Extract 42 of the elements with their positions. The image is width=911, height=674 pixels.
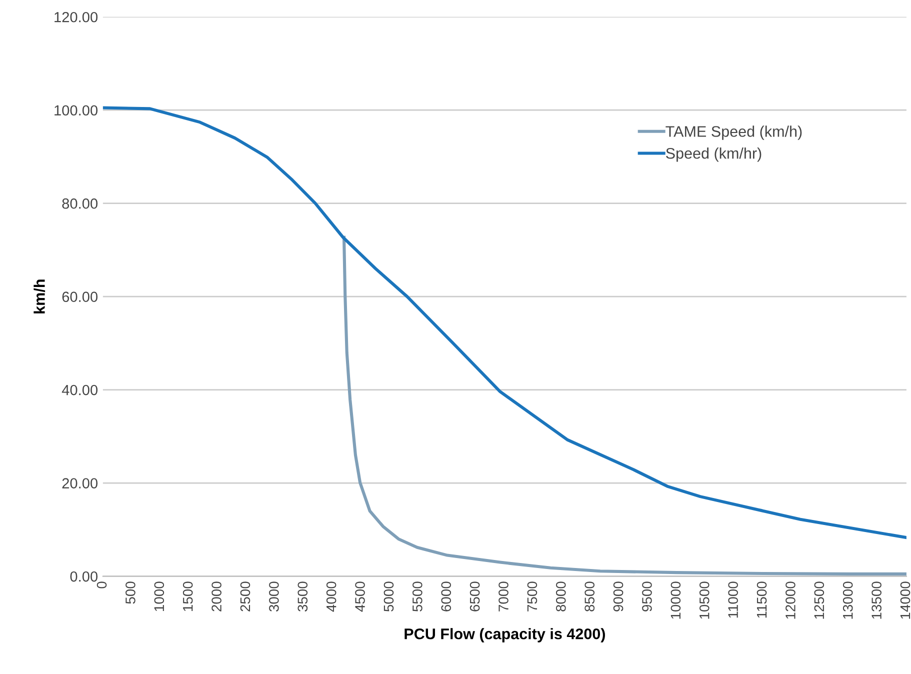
x-axis-title: PCU Flow (capacity is 4200)	[404, 628, 605, 642]
x-tick-label: 1000	[154, 582, 164, 611]
x-tick-label: 10000	[670, 582, 681, 619]
x-tick-label: 4000	[326, 582, 336, 612]
x-tick-label: 1500	[182, 582, 193, 611]
x-tick-label: 13500	[872, 582, 882, 619]
legend-label: TAME Speed (km/h)	[666, 126, 802, 140]
y-tick-label: 0.00	[70, 571, 98, 582]
line-series	[102, 106, 906, 540]
y-tick-label: 60.00	[62, 292, 98, 302]
y-tick-label: 20.00	[62, 478, 98, 488]
x-tick-label: 3000	[269, 582, 279, 612]
x-tick-label: 500	[126, 582, 136, 604]
x-tick-label: 2500	[240, 582, 250, 612]
x-tick-label: 6500	[470, 582, 480, 612]
y-tick-label: 40.00	[62, 384, 98, 396]
y-tick-label: 80.00	[62, 198, 98, 209]
x-tick-label: 9000	[613, 582, 624, 612]
x-tick-label: 9500	[642, 582, 652, 612]
x-tick-label: 12000	[786, 582, 796, 619]
y-tick-label: 120.00	[54, 12, 98, 22]
y-axis-title: km/h	[34, 280, 46, 314]
x-tick-label: 11500	[756, 582, 767, 618]
x-tick-label: 7000	[498, 582, 508, 612]
legend-label: Speed (km/hr)	[666, 148, 762, 162]
x-tick-label: 12500	[814, 582, 824, 619]
x-tick-label: 11000	[728, 582, 738, 618]
line-series	[342, 236, 906, 576]
x-tick-label: 5500	[412, 582, 422, 612]
x-tick-label: 5000	[384, 582, 394, 612]
x-tick-label: 13000	[842, 582, 853, 619]
x-tick-label: 0	[96, 582, 107, 588]
x-tick-label: 4500	[355, 582, 365, 612]
x-tick-label: 8000	[556, 582, 566, 612]
x-tick-label: 2000	[212, 582, 222, 612]
x-tick-label: 10500	[699, 582, 710, 619]
x-tick-label: 7500	[527, 582, 538, 612]
x-tick-label: 3500	[298, 582, 308, 612]
x-tick-label: 14000	[900, 582, 910, 619]
x-tick-label: 6000	[441, 582, 452, 612]
y-tick-label: 100.00	[54, 105, 98, 116]
x-tick-label: 8500	[584, 582, 595, 612]
